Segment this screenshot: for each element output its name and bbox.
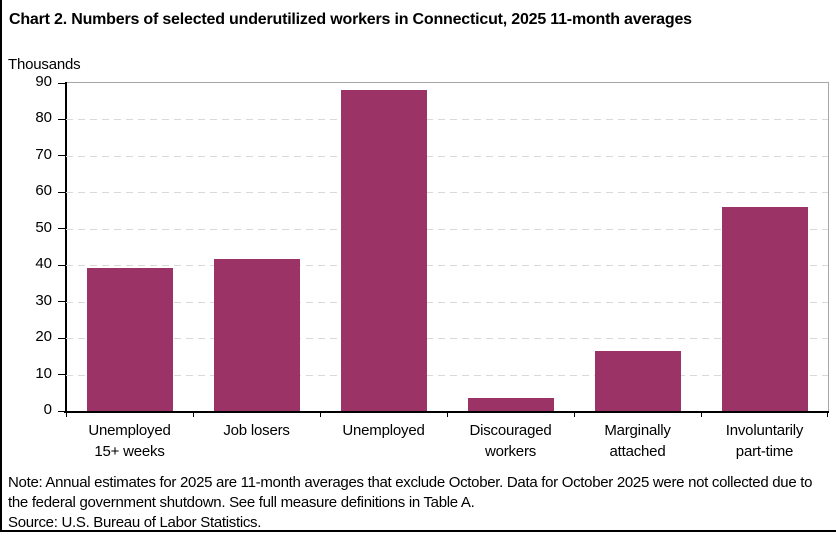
x-category-label: Unemployed 15+ weeks (88, 422, 171, 460)
y-axis-tick (58, 337, 65, 339)
y-tick-label: 20 (35, 328, 52, 346)
bar (213, 258, 300, 411)
gridline (66, 192, 828, 194)
y-axis-tick (58, 82, 65, 84)
y-axis-tick (58, 191, 65, 193)
x-category-label: Job losers (223, 422, 290, 439)
x-axis-line (64, 411, 829, 413)
x-axis-tick (66, 411, 67, 417)
gridline (66, 338, 828, 340)
y-tick-label: 0 (43, 401, 52, 418)
x-axis-tick (574, 411, 575, 417)
x-axis-tick (320, 411, 321, 417)
bar-chart: 0 10 20 30 40 50 60 70 80 90 Unemployed 15+ weeks… (35, 73, 829, 460)
chart-title: Chart 2. Numbers of selected underutiliz… (9, 11, 692, 28)
gridline (66, 265, 828, 267)
y-tick-label: 80 (35, 109, 52, 127)
gridline (66, 119, 828, 121)
y-tick-label: 30 (35, 291, 52, 309)
y-axis-line (65, 82, 67, 413)
x-category-label: Involuntarily part-time (725, 422, 804, 460)
x-axis-tick (701, 411, 702, 417)
y-axis-tick (58, 228, 65, 230)
footnote: Note: Annual estimates for 2025 are 11-m… (8, 474, 813, 511)
gridline (66, 374, 828, 376)
y-tick-label: 90 (35, 73, 52, 90)
plot-area (58, 82, 829, 417)
bar (594, 350, 681, 411)
source-line: Source: U.S. Bureau of Labor Statistics. (8, 514, 262, 531)
y-tick-label: 60 (35, 182, 52, 200)
bar (340, 90, 427, 411)
bar (467, 398, 554, 411)
x-axis-tick (447, 411, 448, 417)
y-axis-tick (58, 410, 65, 412)
y-axis-tick (58, 155, 65, 157)
x-category-label: Unemployed (342, 422, 425, 439)
y-axis-tick (58, 301, 65, 303)
bar (86, 268, 173, 411)
gridline (66, 301, 828, 303)
y-axis-tick (58, 374, 65, 376)
page-border-left (0, 0, 2, 532)
y-tick-label: 40 (35, 255, 52, 273)
y-tick-label: 50 (35, 218, 52, 236)
y-tick-label: 70 (35, 145, 52, 163)
y-tick-label: 10 (35, 364, 52, 382)
x-category-label: Discouraged workers (469, 422, 552, 460)
y-axis-units-label: Thousands (8, 56, 81, 73)
x-category-label: Marginally attached (604, 422, 671, 460)
bar (721, 206, 808, 411)
page-border-bottom (0, 530, 836, 532)
y-axis-tick (58, 118, 65, 120)
y-axis-tick (58, 264, 65, 266)
x-axis-tick (827, 411, 828, 417)
x-axis-tick (193, 411, 194, 417)
gridline (66, 155, 828, 157)
gridline (66, 228, 828, 230)
